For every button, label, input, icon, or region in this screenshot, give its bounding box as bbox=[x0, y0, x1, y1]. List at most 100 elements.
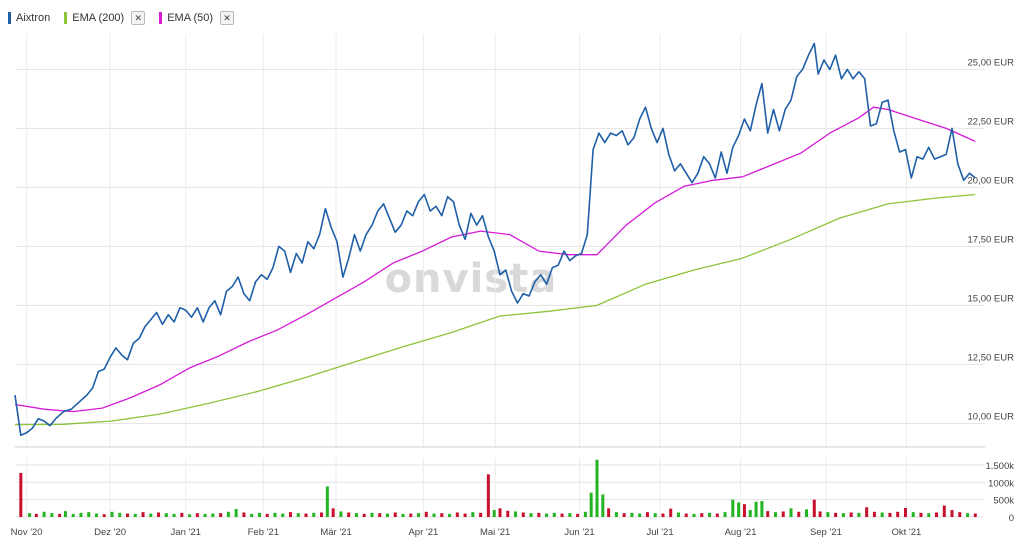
volume-bar bbox=[715, 513, 719, 517]
x-tick-label: Nov '20 bbox=[11, 527, 43, 538]
volume-bar bbox=[583, 511, 587, 517]
volume-bar bbox=[692, 513, 696, 517]
volume-bar bbox=[385, 513, 389, 517]
price-tick-label: 25,00 EUR bbox=[968, 57, 1015, 68]
volume-bar bbox=[888, 512, 892, 517]
volume-bar bbox=[354, 513, 358, 517]
volume-bar bbox=[87, 512, 91, 517]
volume-bar bbox=[742, 504, 746, 517]
volume-bar bbox=[486, 474, 490, 517]
volume-bar bbox=[378, 513, 382, 517]
volume-bar bbox=[760, 501, 764, 517]
volume-bar bbox=[737, 502, 741, 517]
volume-bar bbox=[622, 513, 626, 517]
volume-bar bbox=[630, 512, 634, 517]
volume-bar bbox=[331, 508, 335, 517]
volume-bar bbox=[417, 513, 421, 517]
volume-bar bbox=[545, 513, 549, 517]
volume-bar bbox=[834, 512, 838, 517]
volume-bar bbox=[393, 512, 397, 517]
volume-bar bbox=[818, 511, 822, 517]
volume-bar bbox=[731, 499, 735, 517]
volume-bar bbox=[347, 512, 351, 517]
volume-bar bbox=[448, 513, 452, 517]
volume-bar bbox=[471, 512, 475, 517]
series-line-ema-200 bbox=[14, 193, 976, 426]
price-tick-label: 12,50 EUR bbox=[968, 352, 1015, 363]
x-tick-label: Sep '21 bbox=[810, 527, 842, 538]
volume-tick-label: 500k bbox=[993, 496, 1014, 507]
volume-bar bbox=[409, 513, 413, 517]
volume-bar bbox=[966, 513, 970, 517]
volume-bar bbox=[424, 511, 428, 517]
volume-bar bbox=[754, 501, 758, 517]
volume-bar bbox=[164, 513, 168, 517]
volume-bar bbox=[42, 511, 46, 517]
series-line-aixtron bbox=[14, 42, 976, 436]
volume-tick-label: 1.500k bbox=[985, 461, 1014, 472]
close-icon: ✕ bbox=[223, 12, 231, 23]
volume-bar bbox=[63, 511, 67, 517]
price-tick-label: 17,50 EUR bbox=[968, 234, 1015, 245]
volume-bar bbox=[219, 513, 223, 517]
series-line-ema-50 bbox=[14, 106, 976, 413]
legend-label-aixtron: Aixtron bbox=[16, 12, 51, 24]
volume-bar bbox=[141, 512, 145, 517]
volume-bar bbox=[149, 513, 153, 517]
volume-bar bbox=[935, 512, 938, 517]
volume-bar bbox=[766, 511, 770, 517]
legend-swatch-aixtron bbox=[8, 12, 11, 24]
legend-swatch-ema200 bbox=[64, 12, 68, 24]
x-tick-label: Okt '21 bbox=[892, 527, 922, 538]
volume-bar bbox=[942, 505, 946, 517]
volume-bar bbox=[50, 513, 54, 517]
volume-bar bbox=[325, 486, 329, 517]
remove-ema50-button[interactable]: ✕ bbox=[220, 11, 235, 25]
volume-bar bbox=[339, 511, 343, 517]
volume-bar bbox=[568, 513, 572, 517]
volume-bar bbox=[607, 508, 611, 517]
volume-bar bbox=[370, 512, 374, 517]
x-tick-label: Aug '21 bbox=[725, 527, 757, 538]
volume-bar bbox=[362, 513, 366, 517]
volume-bar bbox=[126, 513, 130, 517]
volume-bar bbox=[479, 512, 483, 517]
volume-bar bbox=[805, 509, 809, 517]
volume-bar bbox=[79, 512, 83, 517]
volume-bar bbox=[684, 513, 688, 517]
volume-bar bbox=[226, 511, 230, 517]
volume-bar bbox=[71, 513, 75, 517]
volume-bar bbox=[589, 492, 593, 517]
volume-bar bbox=[242, 512, 246, 517]
volume-bar bbox=[841, 513, 845, 517]
price-tick-label: 20,00 EUR bbox=[968, 175, 1015, 186]
legend-swatch-ema50 bbox=[159, 12, 163, 24]
volume-bar bbox=[521, 512, 525, 517]
volume-bar bbox=[950, 510, 954, 517]
legend-item-ema50: EMA (50) ✕ bbox=[159, 11, 235, 25]
volume-bar bbox=[102, 514, 106, 517]
x-tick-label: Mai '21 bbox=[480, 527, 510, 538]
volume-bar bbox=[195, 513, 199, 517]
volume-bar bbox=[312, 512, 316, 517]
volume-bar bbox=[653, 513, 657, 517]
watermark-logo: onvista bbox=[385, 256, 558, 302]
x-tick-label: Jul '21 bbox=[646, 527, 673, 538]
volume-bar bbox=[676, 512, 680, 517]
volume-bar bbox=[157, 512, 161, 517]
volume-bar bbox=[708, 512, 712, 517]
x-tick-label: Jan '21 bbox=[171, 527, 201, 538]
volume-bar bbox=[506, 510, 510, 517]
volume-bar bbox=[797, 511, 801, 517]
volume-bar bbox=[865, 507, 869, 517]
volume-bar bbox=[203, 513, 207, 517]
x-tick-label: Mär '21 bbox=[320, 527, 351, 538]
remove-ema200-button[interactable]: ✕ bbox=[131, 11, 146, 25]
volume-bar bbox=[789, 508, 793, 517]
volume-bar bbox=[669, 508, 673, 517]
close-icon: ✕ bbox=[134, 12, 142, 23]
volume-bar bbox=[919, 512, 923, 517]
volume-bar bbox=[304, 513, 308, 517]
volume-bar bbox=[576, 513, 580, 517]
